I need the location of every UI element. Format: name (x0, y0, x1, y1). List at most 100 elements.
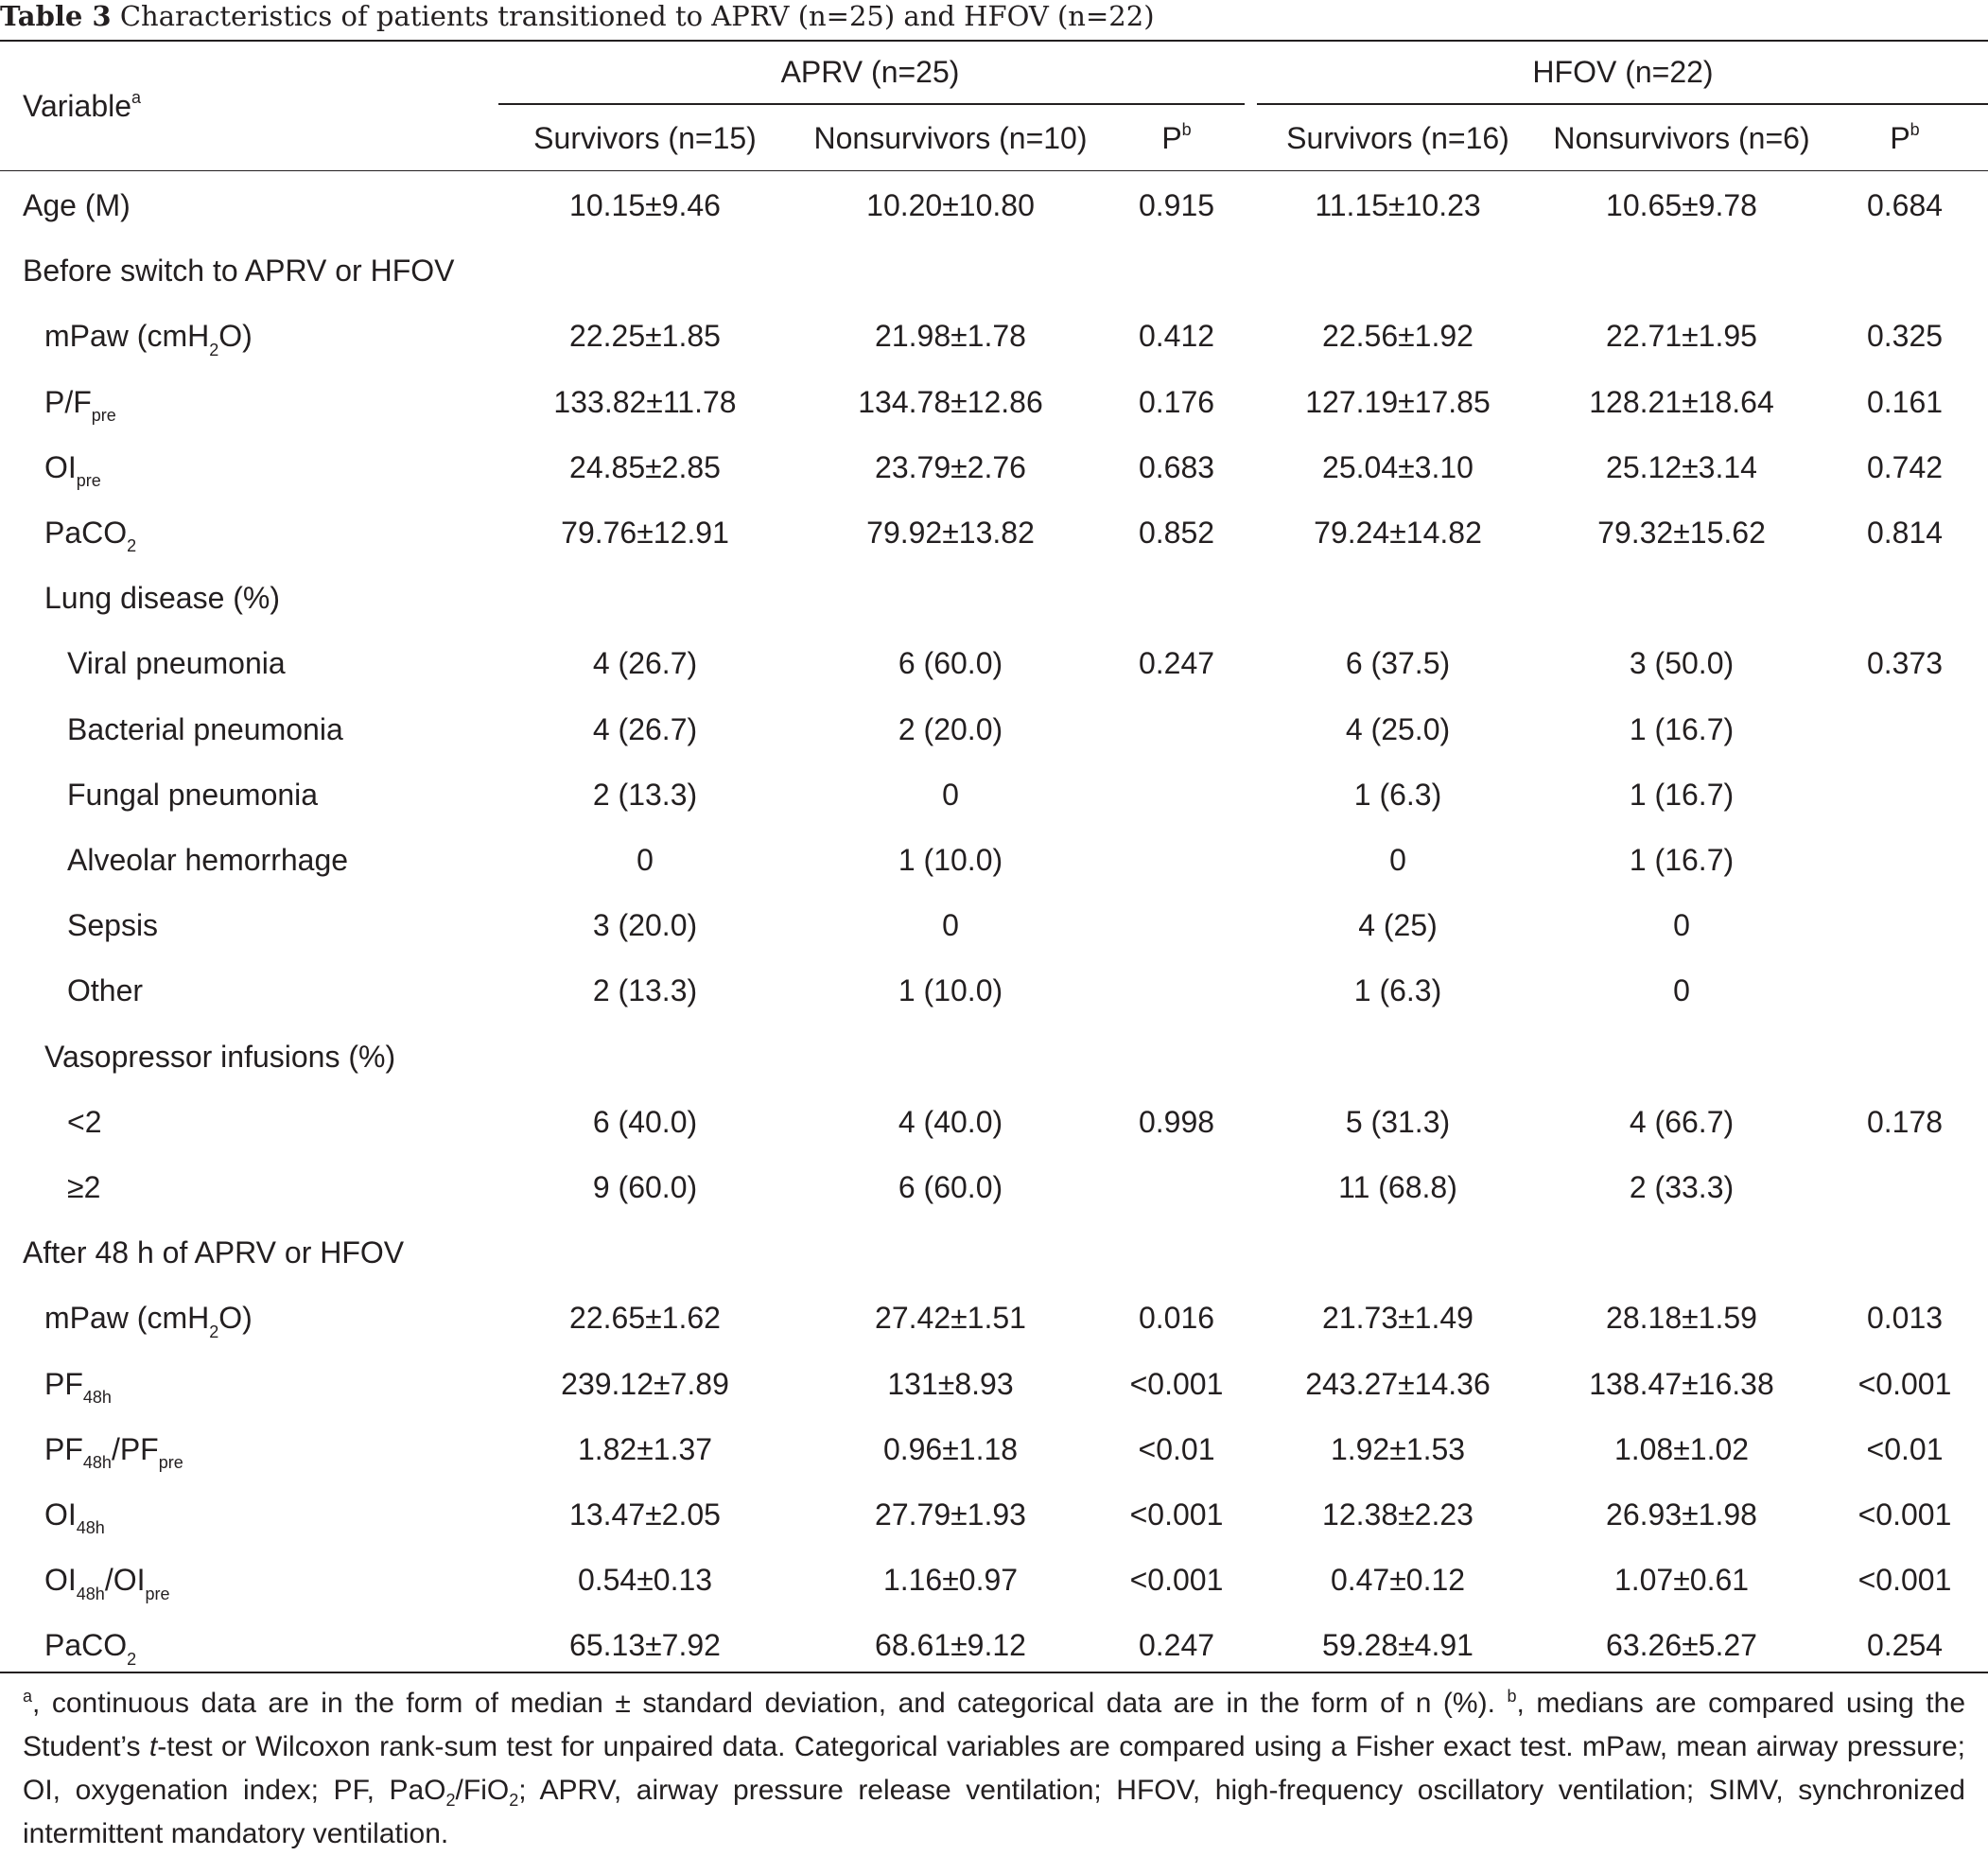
table-cell: 13.47±2.05 (569, 1497, 721, 1532)
table-cell: 22.71±1.95 (1606, 319, 1757, 354)
table-cell: 0.47±0.12 (1330, 1563, 1466, 1598)
table-cell: 0.247 (1138, 1628, 1215, 1663)
table-cell: 26.93±1.98 (1606, 1497, 1757, 1532)
table-cell: 6 (60.0) (898, 1170, 1003, 1204)
table-caption-label: Table 3 (0, 0, 112, 32)
table-cell: 5 (31.3) (1345, 1104, 1451, 1139)
table-cell: 1 (16.7) (1629, 777, 1735, 812)
column-header: Pb (1890, 120, 1920, 155)
table-cell: 2 (13.3) (592, 973, 698, 1008)
table-cell: 1.82±1.37 (577, 1431, 713, 1466)
table-cell: 0.161 (1866, 384, 1944, 419)
table-footnote: a, continuous data are in the form of me… (23, 1687, 1965, 1849)
table-cell: 65.13±7.92 (569, 1628, 721, 1663)
row-label: OI48h (44, 1497, 105, 1538)
table-cell: 0.683 (1138, 449, 1215, 484)
column-header: Nonsurvivors (n=10) (813, 121, 1088, 155)
variable-header: Variablea (23, 88, 142, 123)
table-cell: 63.26±5.27 (1606, 1628, 1757, 1663)
table-cell: 11.15±10.23 (1315, 188, 1481, 222)
column-header: Nonsurvivors (n=6) (1553, 121, 1810, 155)
row-label: After 48 h of APRV or HFOV (23, 1235, 405, 1270)
table-cell: 0.178 (1866, 1104, 1944, 1139)
row-label: Alveolar hemorrhage (67, 843, 349, 877)
table-cell: 79.92±13.82 (866, 516, 1035, 550)
table-cell: 4 (25) (1358, 908, 1438, 943)
table-cell: 1.07±0.61 (1613, 1563, 1750, 1598)
table-cell: 10.15±9.46 (569, 188, 721, 222)
table-cell: 1 (6.3) (1353, 973, 1442, 1008)
table-cell: 0.54±0.13 (577, 1563, 713, 1598)
table-cell: 0 (1673, 973, 1690, 1008)
group-rule-aprv (498, 103, 1245, 105)
table-cell: 27.42±1.51 (875, 1301, 1026, 1336)
table-cell: 79.32±15.62 (1597, 516, 1766, 550)
row-label: Before switch to APRV or HFOV (23, 254, 455, 289)
table-cell: 0 (942, 908, 959, 943)
table-cell: 4 (26.7) (592, 711, 698, 746)
table-cell: 243.27±14.36 (1305, 1366, 1491, 1401)
table-cell: <0.001 (1129, 1366, 1224, 1401)
table-cell: 0.016 (1138, 1301, 1215, 1336)
table-cell: 79.76±12.91 (561, 516, 729, 550)
column-header: Survivors (n=15) (533, 121, 757, 155)
table-cell: 239.12±7.89 (561, 1366, 729, 1401)
row-label: Viral pneumonia (67, 646, 286, 681)
row-label: Other (67, 973, 144, 1008)
table-cell: 0.013 (1866, 1301, 1944, 1336)
table-cell: 25.04±3.10 (1322, 449, 1474, 484)
table-cell: 1 (6.3) (1353, 777, 1442, 812)
table-cell: 6 (60.0) (898, 646, 1003, 681)
row-label: mPaw (cmH2O) (44, 1301, 253, 1341)
table-cell: 127.19±17.85 (1305, 384, 1491, 419)
table-cell: 21.98±1.78 (875, 319, 1026, 354)
table-cell: 0 (1389, 843, 1406, 877)
table-cell: 59.28±4.91 (1322, 1628, 1474, 1663)
table-cell: 25.12±3.14 (1606, 449, 1757, 484)
table-cell: 9 (60.0) (592, 1170, 698, 1204)
table-cell: 1.16±0.97 (882, 1563, 1019, 1598)
table-cell: 134.78±12.86 (858, 384, 1043, 419)
table-cell: 28.18±1.59 (1606, 1301, 1757, 1336)
table-cell: <0.001 (1857, 1366, 1952, 1401)
table-cell: 1 (10.0) (898, 843, 1003, 877)
row-label: OI48h/OIpre (44, 1563, 170, 1603)
table-cell: <0.001 (1857, 1497, 1952, 1532)
table-cell: 0.852 (1138, 516, 1215, 550)
table-cell: 133.82±11.78 (553, 384, 737, 419)
table-cell: 1 (10.0) (898, 973, 1003, 1008)
table-cell: <0.001 (1129, 1497, 1224, 1532)
table-cell: 23.79±2.76 (875, 449, 1026, 484)
table-top-rule (0, 40, 1988, 42)
table-cell: 138.47±16.38 (1589, 1366, 1774, 1401)
table-cell: 22.65±1.62 (569, 1301, 721, 1336)
table-cell: 2 (13.3) (592, 777, 698, 812)
table-cell: 0.915 (1138, 188, 1215, 222)
row-label: Fungal pneumonia (67, 777, 319, 812)
table-cell: 10.65±9.78 (1606, 188, 1757, 222)
table-cell: 27.79±1.93 (875, 1497, 1026, 1532)
row-label: Sepsis (67, 908, 159, 943)
table-cell: 11 (68.8) (1338, 1170, 1457, 1204)
table-cell: <0.001 (1857, 1563, 1952, 1598)
table-cell: 3 (20.0) (592, 908, 698, 943)
table-cell: 4 (66.7) (1629, 1104, 1735, 1139)
table-cell: 0.96±1.18 (882, 1431, 1019, 1466)
table-cell: 79.24±14.82 (1314, 516, 1482, 550)
column-header: Survivors (n=16) (1286, 121, 1509, 155)
table-cell: 0.176 (1138, 384, 1215, 419)
header-bottom-rule (0, 170, 1988, 171)
row-label: mPaw (cmH2O) (44, 319, 253, 359)
table-cell: 22.56±1.92 (1322, 319, 1474, 354)
table-cell: 0.247 (1138, 646, 1215, 681)
table-cell: 2 (33.3) (1629, 1170, 1735, 1204)
table-cell: 68.61±9.12 (875, 1628, 1026, 1663)
row-label: <2 (67, 1104, 102, 1139)
row-label: Bacterial pneumonia (67, 711, 343, 746)
table-cell: 0.254 (1866, 1628, 1944, 1663)
table-cell: <0.01 (1866, 1431, 1944, 1466)
table-cell: 128.21±18.64 (1589, 384, 1774, 419)
table-cell: 6 (40.0) (592, 1104, 698, 1139)
row-label: PaCO2 (44, 1628, 137, 1669)
row-label: PaCO2 (44, 516, 137, 556)
